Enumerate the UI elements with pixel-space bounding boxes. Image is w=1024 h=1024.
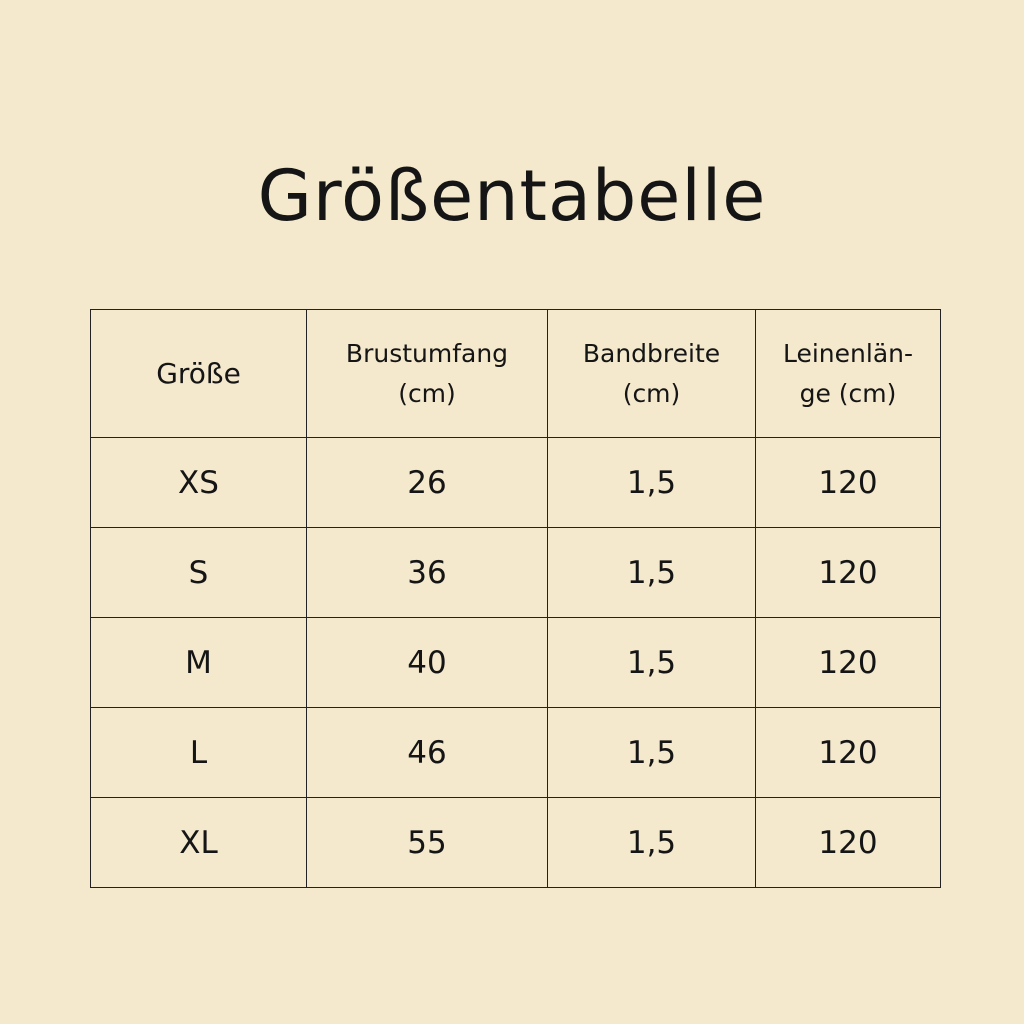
header-row: Größe Brustumfang (cm) Bandbreite (cm) L…	[90, 309, 941, 438]
cell-leash-length: 120	[755, 797, 941, 888]
cell-chest: 55	[306, 797, 548, 888]
cell-band-width: 1,5	[547, 437, 756, 528]
table-row: XS 26 1,5 120	[90, 437, 941, 528]
header-chest: Brustumfang (cm)	[306, 309, 548, 438]
header-leash-length: Leinenlän- ge (cm)	[755, 309, 941, 438]
cell-leash-length: 120	[755, 437, 941, 528]
table-row: XL 55 1,5 120	[90, 797, 941, 888]
size-table: Größe Brustumfang (cm) Bandbreite (cm) L…	[90, 309, 941, 888]
header-band-width: Bandbreite (cm)	[547, 309, 756, 438]
header-size: Größe	[90, 309, 307, 438]
cell-chest: 46	[306, 707, 548, 798]
cell-size: XL	[90, 797, 307, 888]
cell-size: L	[90, 707, 307, 798]
cell-band-width: 1,5	[547, 617, 756, 708]
cell-chest: 40	[306, 617, 548, 708]
cell-chest: 36	[306, 527, 548, 618]
cell-band-width: 1,5	[547, 707, 756, 798]
cell-size: XS	[90, 437, 307, 528]
cell-leash-length: 120	[755, 707, 941, 798]
cell-leash-length: 120	[755, 617, 941, 708]
cell-band-width: 1,5	[547, 527, 756, 618]
cell-size: S	[90, 527, 307, 618]
table-row: S 36 1,5 120	[90, 527, 941, 618]
page-title: Größentabelle	[257, 155, 767, 237]
cell-size: M	[90, 617, 307, 708]
table-row: M 40 1,5 120	[90, 617, 941, 708]
cell-band-width: 1,5	[547, 797, 756, 888]
cell-chest: 26	[306, 437, 548, 528]
cell-leash-length: 120	[755, 527, 941, 618]
table-row: L 46 1,5 120	[90, 707, 941, 798]
